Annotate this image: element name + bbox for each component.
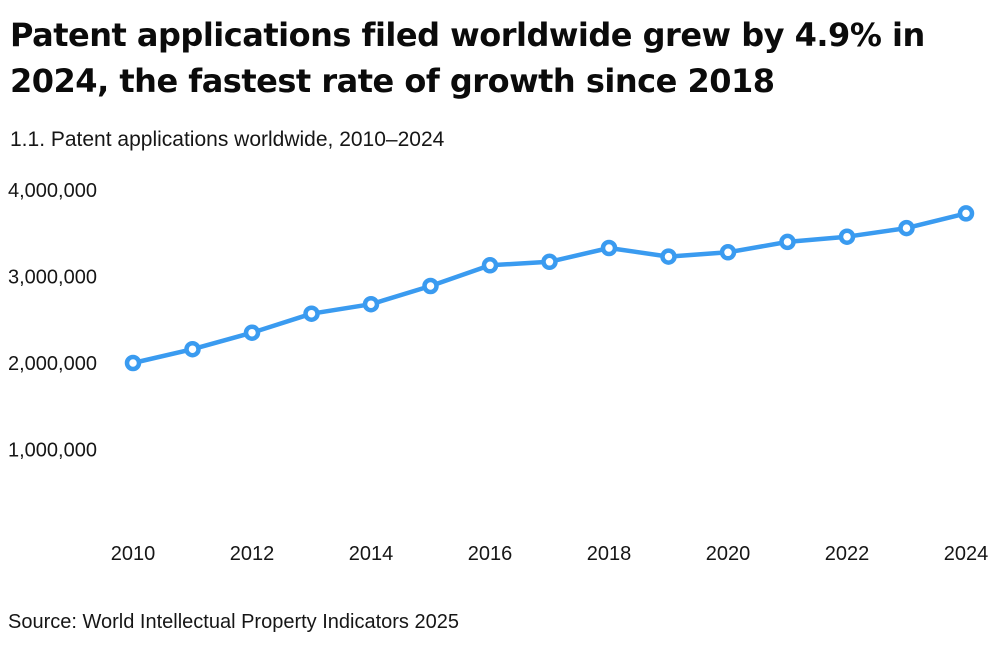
data-point <box>660 248 677 265</box>
data-point <box>243 324 261 341</box>
data-point <box>541 253 558 271</box>
x-axis-tick-label: 2010 <box>111 543 156 565</box>
headline-line-1: Patent applications filed worldwide grew… <box>10 16 925 54</box>
y-axis-tick-label: 4,000,000 <box>8 180 97 202</box>
data-point <box>719 244 737 261</box>
figure-title: 1.1. Patent applications worldwide, 2010… <box>10 128 445 151</box>
data-point <box>898 219 915 237</box>
data-point <box>600 239 618 257</box>
data-point <box>838 228 856 245</box>
data-point <box>184 340 201 358</box>
data-point <box>303 305 320 322</box>
y-axis-tick-label: 1,000,000 <box>8 440 97 462</box>
x-axis-tick-label: 2016 <box>468 543 513 565</box>
data-point <box>362 295 380 313</box>
x-axis-tick-label: 2020 <box>706 543 751 565</box>
data-point <box>422 277 439 295</box>
data-point <box>124 354 142 372</box>
y-axis-tick-label: 2,000,000 <box>8 353 97 375</box>
data-point <box>779 233 796 251</box>
x-axis-tick-label: 2018 <box>587 543 632 565</box>
x-axis-tick-label: 2024 <box>944 543 989 565</box>
data-point <box>957 205 975 222</box>
y-axis-tick-label: 3,000,000 <box>8 267 97 289</box>
x-axis-tick-label: 2014 <box>349 543 394 565</box>
data-point <box>481 257 499 274</box>
source-note: Source: World Intellectual Property Indi… <box>8 611 459 633</box>
x-axis-tick-label: 2012 <box>230 543 275 565</box>
headline: Patent applications filed worldwide grew… <box>10 12 985 104</box>
x-axis-tick-label: 2022 <box>825 543 870 565</box>
headline-line-2: 2024, the fastest rate of growth since 2… <box>10 62 775 100</box>
